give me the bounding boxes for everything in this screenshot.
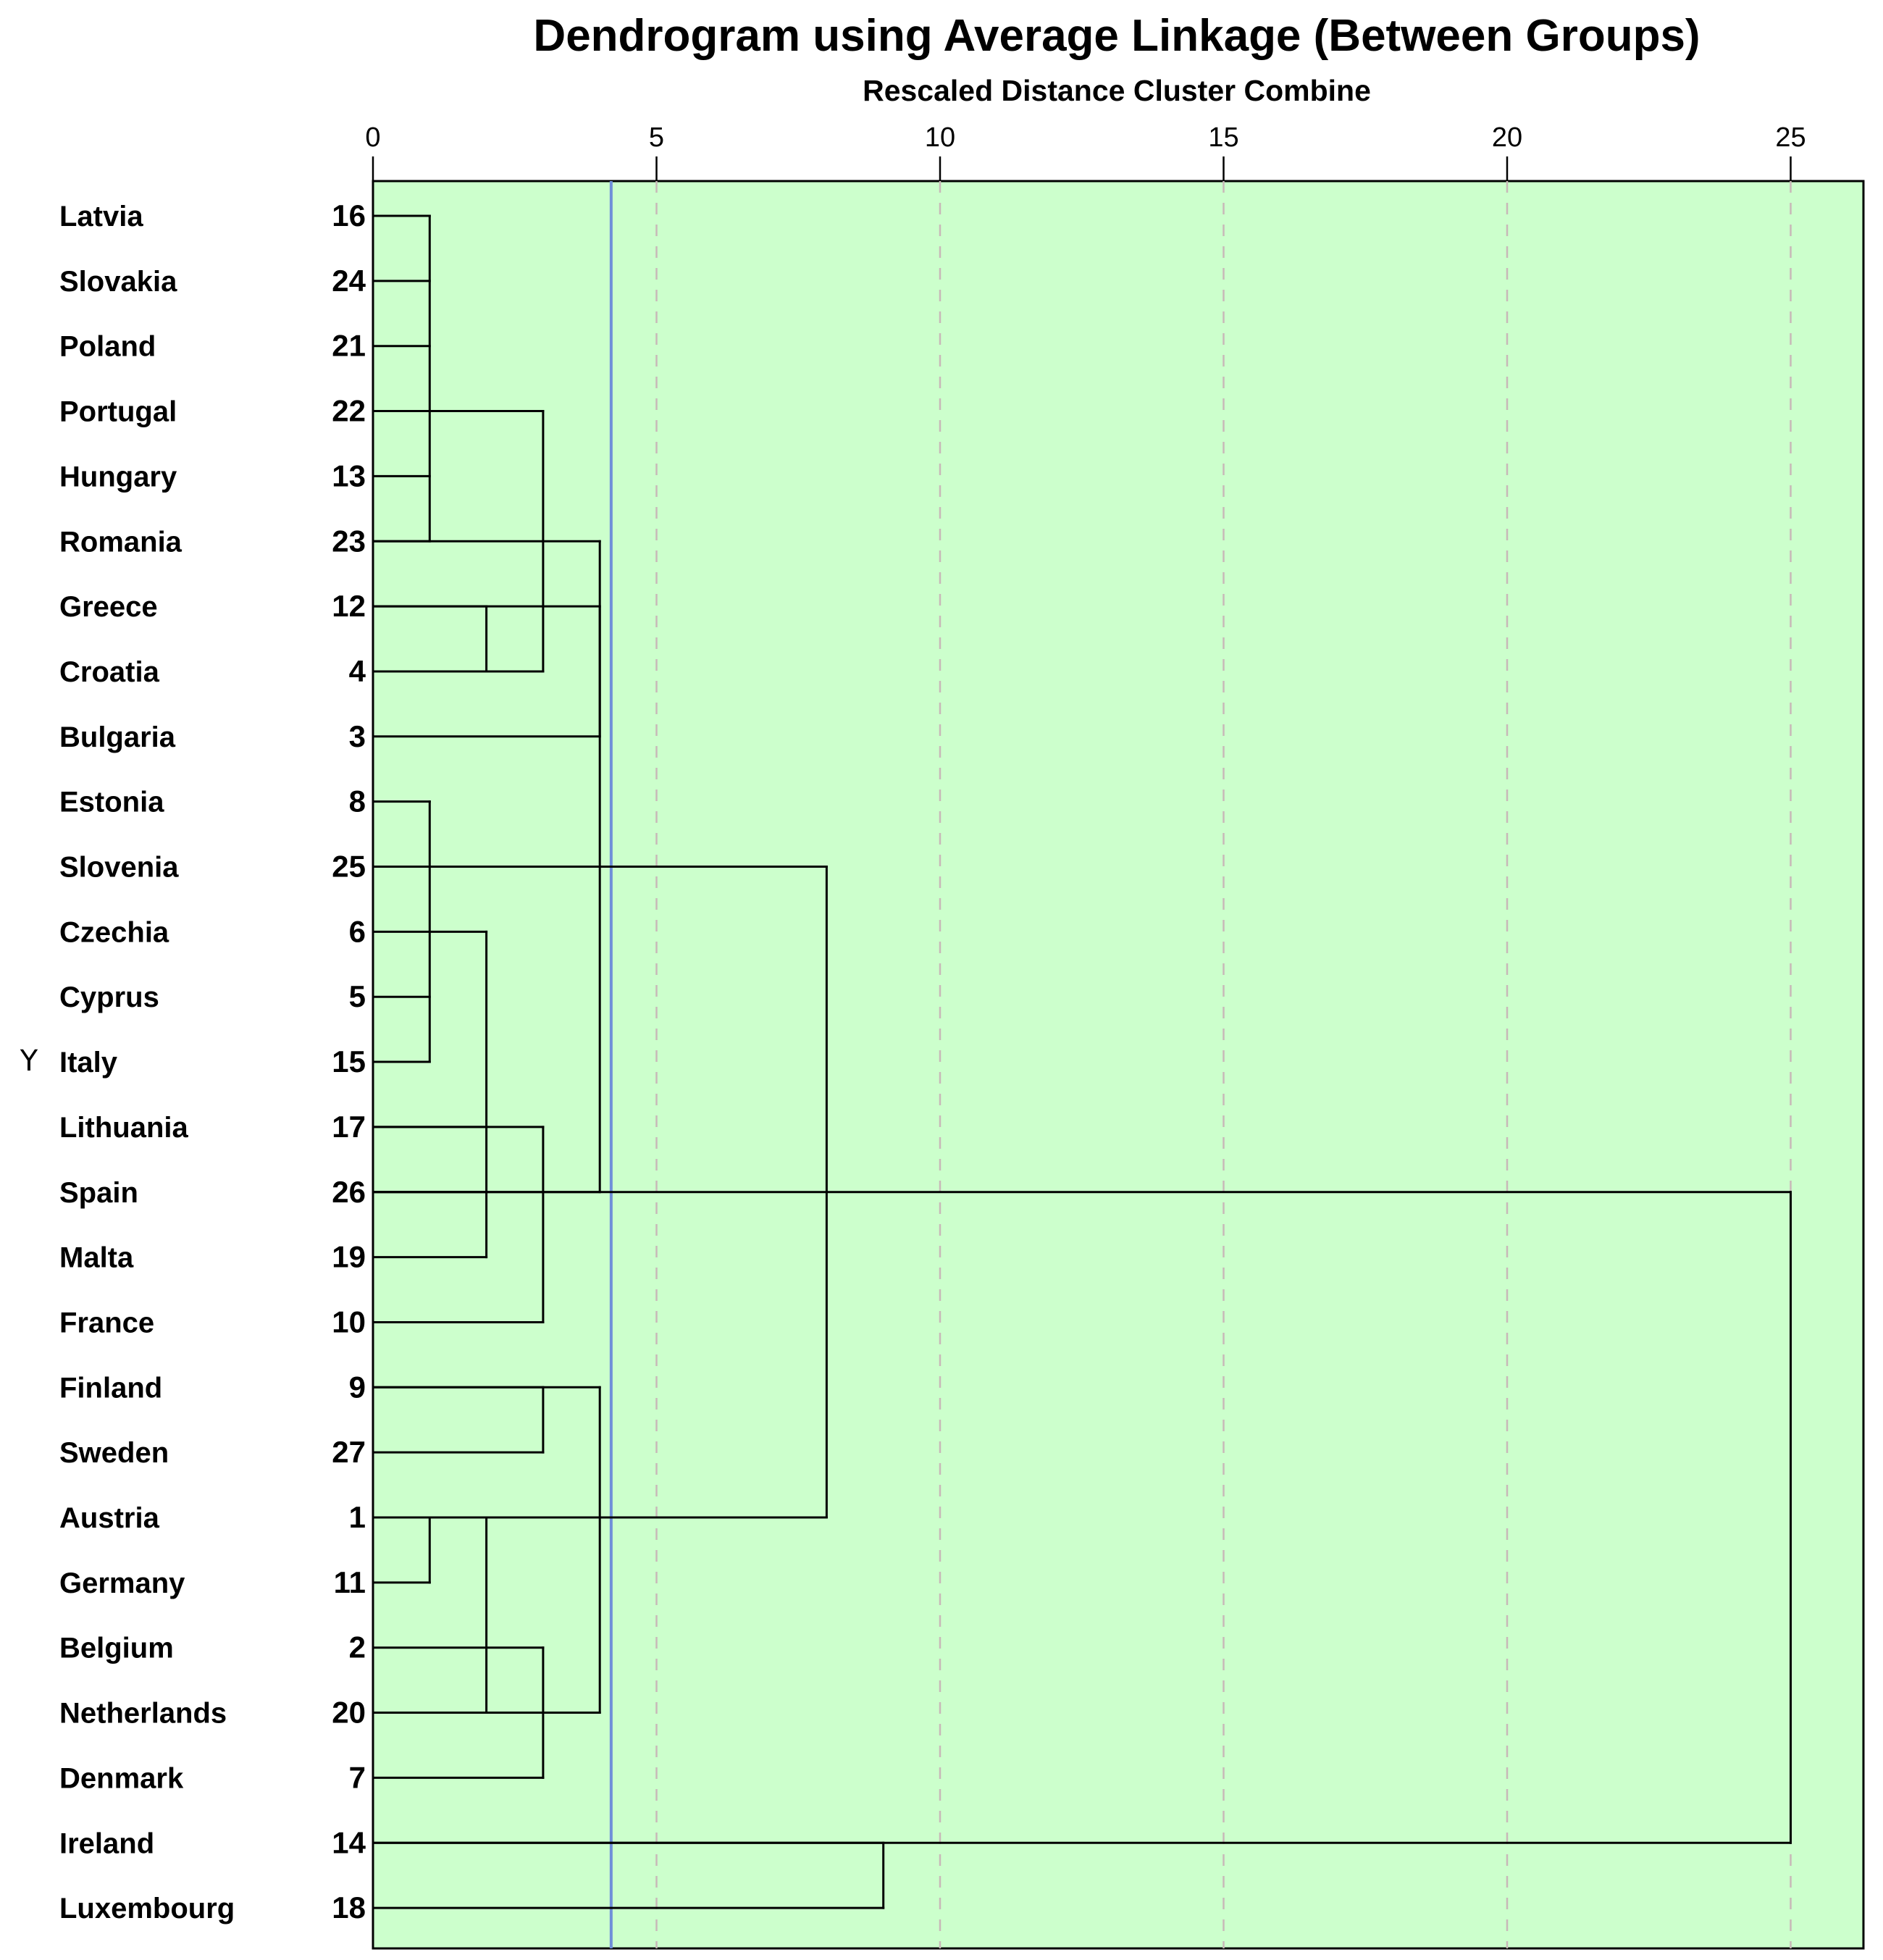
leaf-label-slovenia: Slovenia [59,852,179,884]
leaf-label-belgium: Belgium [59,1633,174,1664]
leaf-label-denmark: Denmark [59,1762,184,1794]
leaf-id-6: 6 [349,914,366,948]
y-axis-label: Y [20,1044,38,1078]
leaf-id-12: 12 [332,589,366,623]
leaf-id-2: 2 [349,1630,366,1664]
leaf-label-hungary: Hungary [59,461,177,493]
leaf-id-18: 18 [332,1890,366,1925]
leaf-id-5: 5 [349,979,366,1013]
leaf-id-8: 8 [349,784,366,818]
leaf-label-finland: Finland [59,1372,162,1404]
leaf-label-bulgaria: Bulgaria [59,721,176,753]
leaf-label-portugal: Portugal [59,396,177,428]
leaf-id-20: 20 [332,1696,366,1730]
leaf-label-ireland: Ireland [59,1827,154,1859]
leaf-id-16: 16 [332,198,366,233]
leaf-label-germany: Germany [59,1567,185,1599]
leaf-id-4: 4 [349,654,366,688]
leaf-id-7: 7 [349,1760,366,1794]
chart-title: Dendrogram using Average Linkage (Betwee… [533,11,1700,61]
x-tick-label-20: 20 [1492,122,1522,153]
x-tick-label-5: 5 [649,122,664,153]
x-axis-title: Rescaled Distance Cluster Combine [863,74,1371,107]
leaf-id-27: 27 [332,1435,366,1469]
x-tick-label-10: 10 [925,122,955,153]
leaf-id-1: 1 [349,1500,366,1534]
leaf-label-italy: Italy [59,1047,118,1079]
leaf-id-19: 19 [332,1240,366,1274]
leaf-id-3: 3 [349,719,366,753]
leaf-label-netherlands: Netherlands [59,1698,227,1730]
leaf-label-croatia: Croatia [59,656,160,688]
leaf-label-malta: Malta [59,1242,134,1274]
leaf-id-10: 10 [332,1304,366,1339]
x-axis: 0 5 10 15 20 25 [365,122,1806,181]
leaf-label-luxembourg: Luxembourg [59,1893,235,1925]
leaf-label-czechia: Czechia [59,916,169,948]
leaf-id-21: 21 [332,329,366,363]
leaf-id-24: 24 [332,264,366,298]
leaf-label-lithuania: Lithuania [59,1112,189,1144]
leaf-label-cyprus: Cyprus [59,981,159,1013]
x-tick-label-25: 25 [1775,122,1806,153]
leaf-id-23: 23 [332,524,366,558]
leaf-id-26: 26 [332,1175,366,1209]
leaf-label-spain: Spain [59,1177,138,1209]
leaf-id-25: 25 [332,850,366,884]
x-tick-label-0: 0 [365,122,380,153]
leaf-id-17: 17 [332,1110,366,1144]
leaf-label-latvia: Latvia [59,201,143,233]
leaf-label-slovakia: Slovakia [59,266,177,298]
plot-area [372,180,1865,1950]
leaf-label-sweden: Sweden [59,1437,169,1469]
leaf-label-poland: Poland [59,331,156,363]
leaf-id-22: 22 [332,394,366,428]
leaf-label-romania: Romania [59,526,183,558]
leaf-id-13: 13 [332,458,366,493]
leaf-label-greece: Greece [59,591,158,623]
leaf-id-14: 14 [332,1825,366,1859]
x-tick-label-15: 15 [1208,122,1238,153]
leaf-id-9: 9 [349,1370,366,1404]
plot-background [372,180,1865,1950]
leaf-id-11: 11 [334,1565,366,1599]
leaf-id-15: 15 [332,1044,366,1079]
dendrogram-links [372,214,1792,1909]
leaf-label-estonia: Estonia [59,787,164,818]
leaf-label-austria: Austria [59,1502,160,1534]
leaf-label-france: France [59,1307,154,1339]
